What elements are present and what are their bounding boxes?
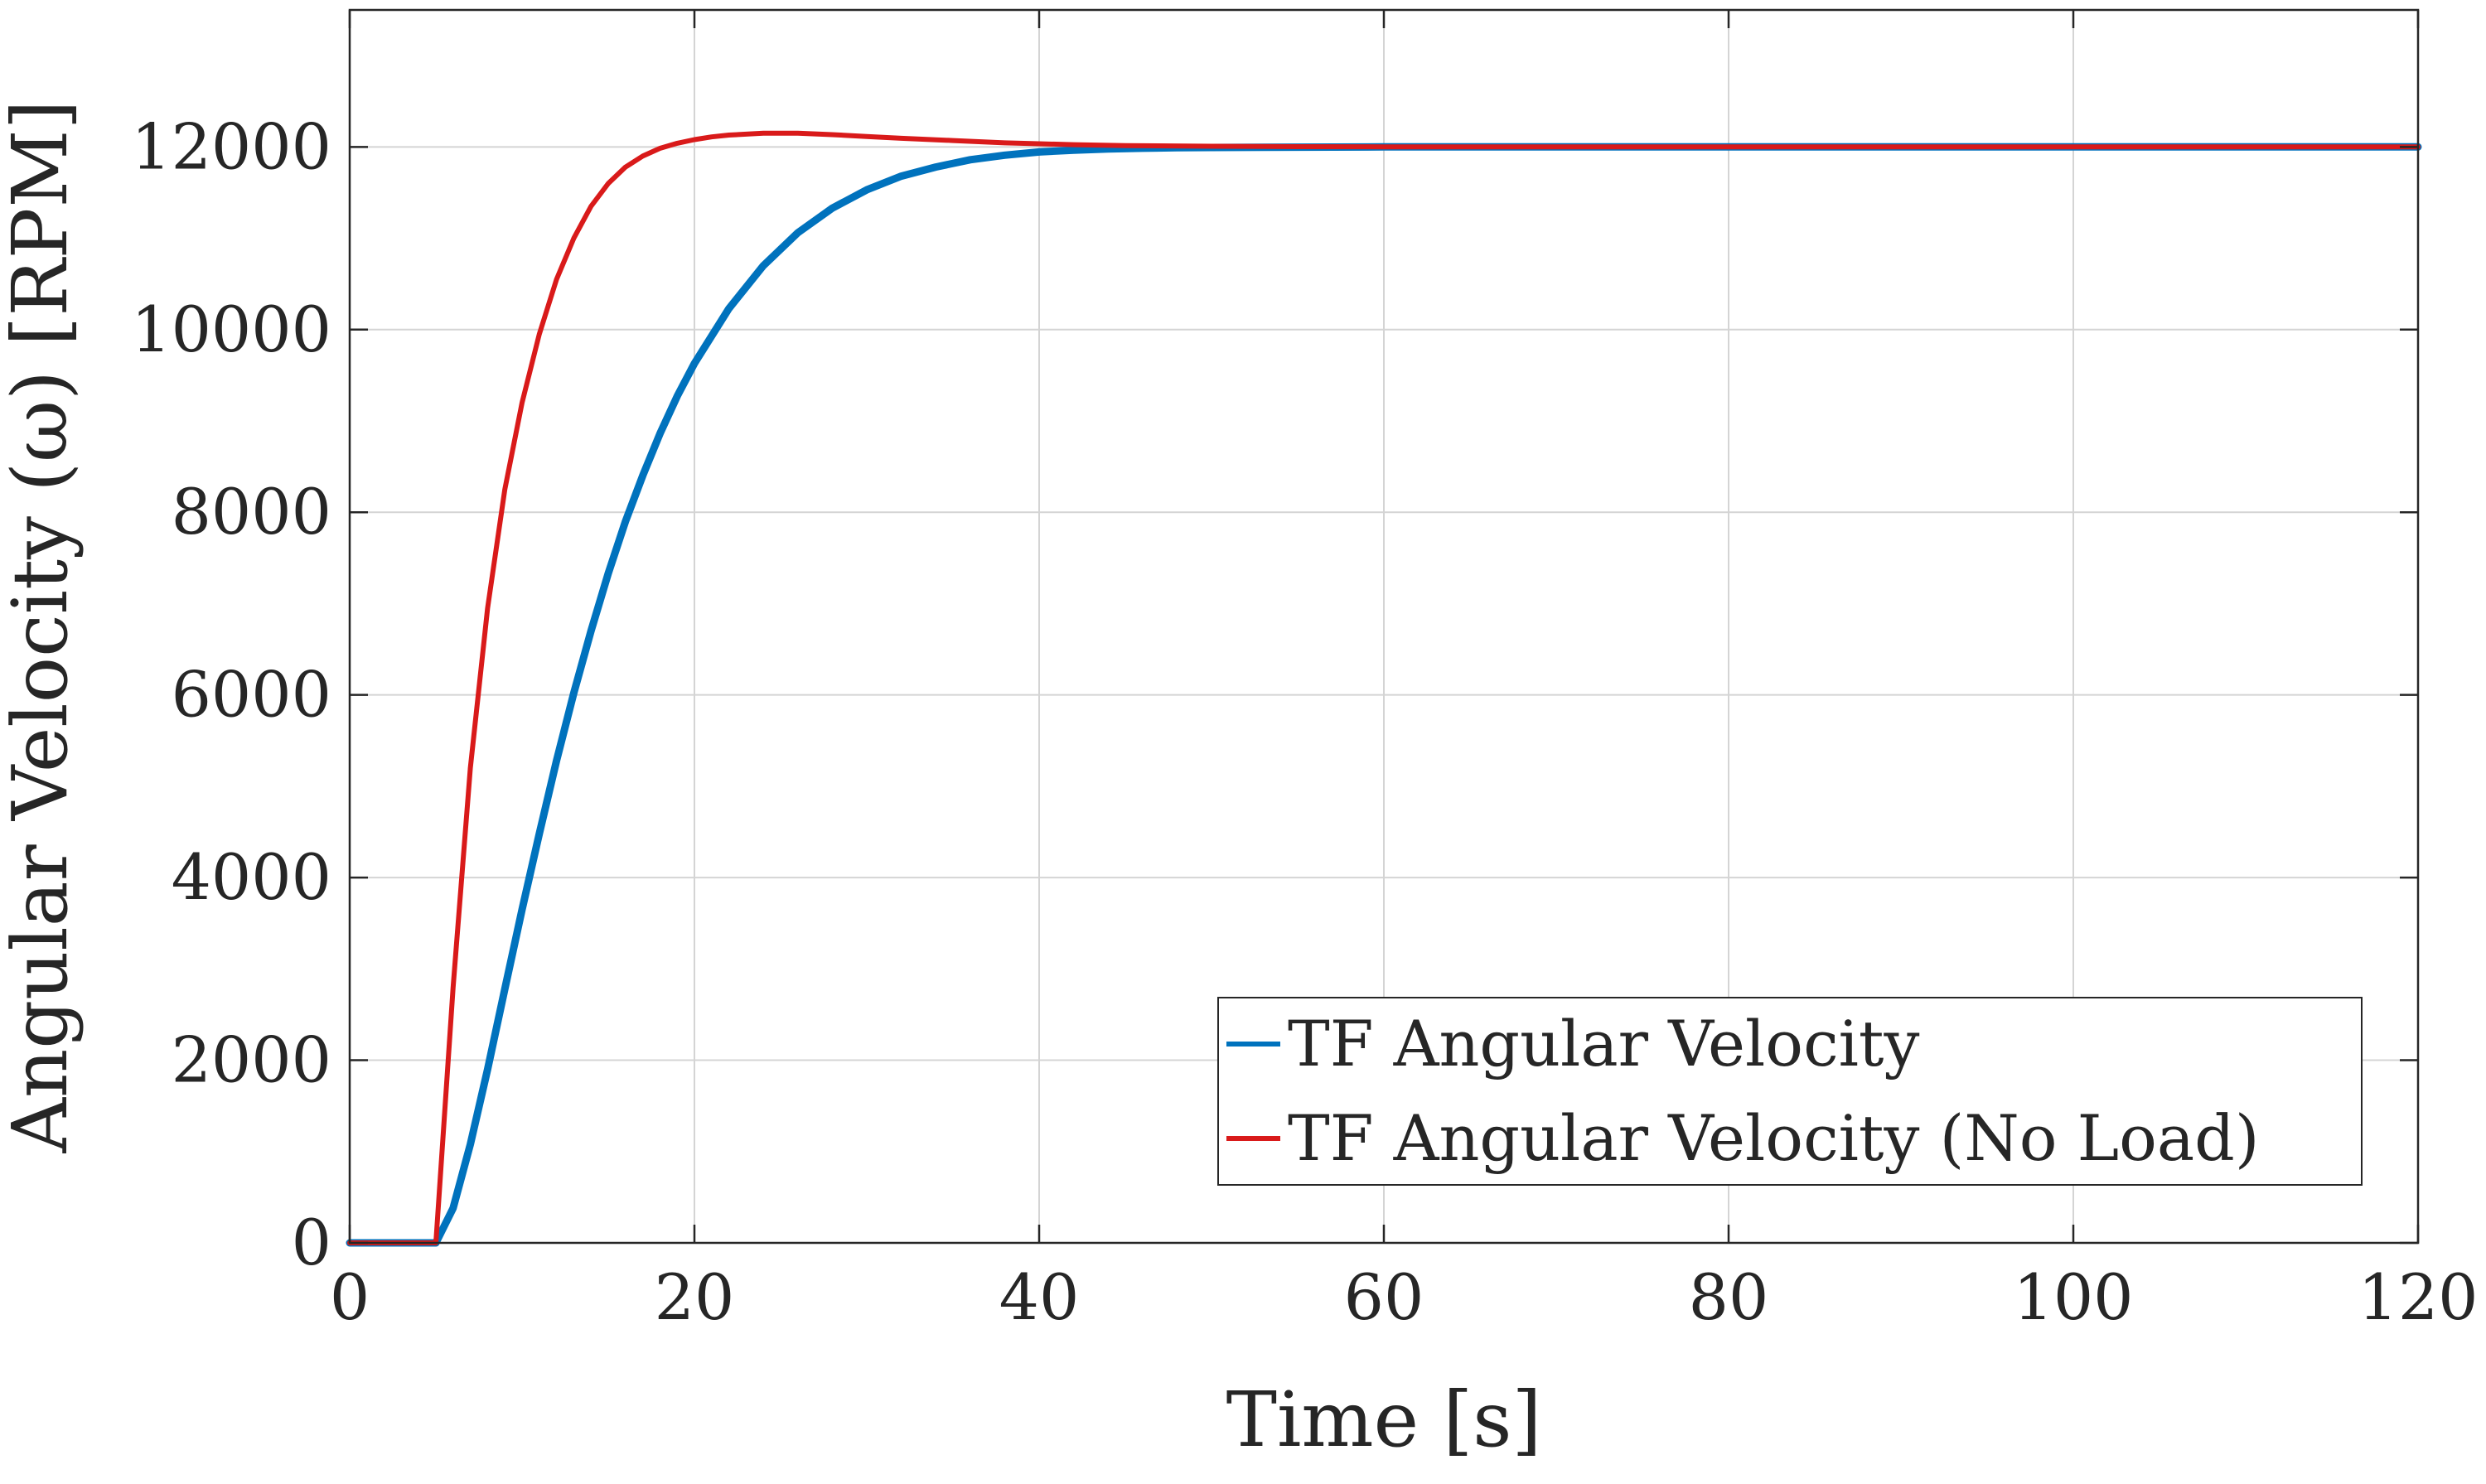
legend: TF Angular Velocity TF Angular Velocity … — [1217, 997, 2363, 1186]
y-tick-label: 4000 — [172, 840, 331, 914]
y-axis-title: Angular Velocity (ω) [RPM] — [0, 100, 85, 1154]
y-tick-label: 10000 — [131, 292, 331, 366]
y-tick-label: 12000 — [131, 109, 331, 183]
x-tick-label: 0 — [330, 1260, 370, 1334]
series-layer — [346, 130, 2422, 1247]
legend-label-tf-angular-velocity-no-load: TF Angular Velocity (No Load) — [1288, 1101, 2259, 1175]
y-tick-label: 0 — [292, 1206, 331, 1279]
x-tick-label: 120 — [2358, 1260, 2478, 1334]
y-tick-label: 2000 — [172, 1023, 331, 1097]
y-tick-label: 8000 — [172, 475, 331, 549]
x-axis-title: Time [s] — [1226, 1375, 1542, 1464]
series-line-1 — [347, 130, 2421, 1245]
axis-ticks: 0 20 40 60 80 100 120 0 2000 4000 6000 8000 10000 120… — [131, 10, 2479, 1334]
legend-label-tf-angular-velocity: TF Angular Velocity — [1288, 1007, 1919, 1080]
x-tick-label: 80 — [1689, 1260, 1769, 1334]
x-tick-label: 20 — [655, 1260, 735, 1334]
x-tick-label: 100 — [2013, 1260, 2133, 1334]
legend-box — [1217, 997, 2363, 1186]
x-tick-label: 40 — [999, 1260, 1080, 1334]
y-tick-label: 6000 — [172, 658, 331, 732]
x-tick-label: 60 — [1344, 1260, 1424, 1334]
